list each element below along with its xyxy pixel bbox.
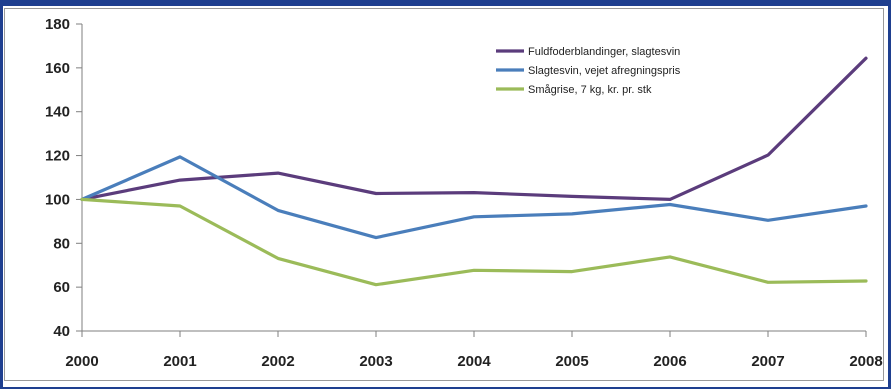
series-lines bbox=[80, 56, 868, 287]
x-tick-label: 2008 bbox=[849, 353, 882, 370]
x-tick-label: 2005 bbox=[555, 353, 588, 370]
series-line-2 bbox=[80, 155, 868, 240]
y-tick-label: 120 bbox=[45, 148, 70, 165]
y-tick-label: 60 bbox=[53, 279, 70, 296]
legend: Fuldfoderblandinger, slagtesvin Slagtesvi… bbox=[496, 46, 681, 96]
x-tick-label: 2002 bbox=[261, 353, 294, 370]
series-line-1 bbox=[80, 56, 868, 201]
x-tick-label: 2003 bbox=[359, 353, 392, 370]
y-tick-label: 40 bbox=[53, 323, 70, 340]
y-tick-label: 140 bbox=[45, 104, 70, 121]
y-tick-label: 160 bbox=[45, 60, 70, 77]
y-tick-label: 80 bbox=[53, 235, 70, 252]
x-tick-label: 2004 bbox=[457, 353, 491, 370]
x-tick-label: 2007 bbox=[751, 353, 784, 370]
x-tick-label: 2006 bbox=[653, 353, 686, 370]
chart-area bbox=[4, 8, 884, 381]
legend-label-1: Fuldfoderblandinger, slagtesvin bbox=[528, 46, 680, 58]
x-tick-label: 2000 bbox=[65, 353, 98, 370]
series-line-3 bbox=[80, 197, 868, 287]
legend-label-2: Slagtesvin, vejet afregningspris bbox=[528, 65, 681, 77]
y-tick-label: 100 bbox=[45, 191, 70, 208]
x-tick-label: 2001 bbox=[163, 353, 196, 370]
y-tick-label: 180 bbox=[45, 16, 70, 33]
axes: 40 60 80 100 120 140 160 180 2000 2001 2002 2003 200… bbox=[45, 16, 883, 370]
legend-label-3: Smågrise, 7 kg, kr. pr. stk bbox=[528, 84, 652, 96]
